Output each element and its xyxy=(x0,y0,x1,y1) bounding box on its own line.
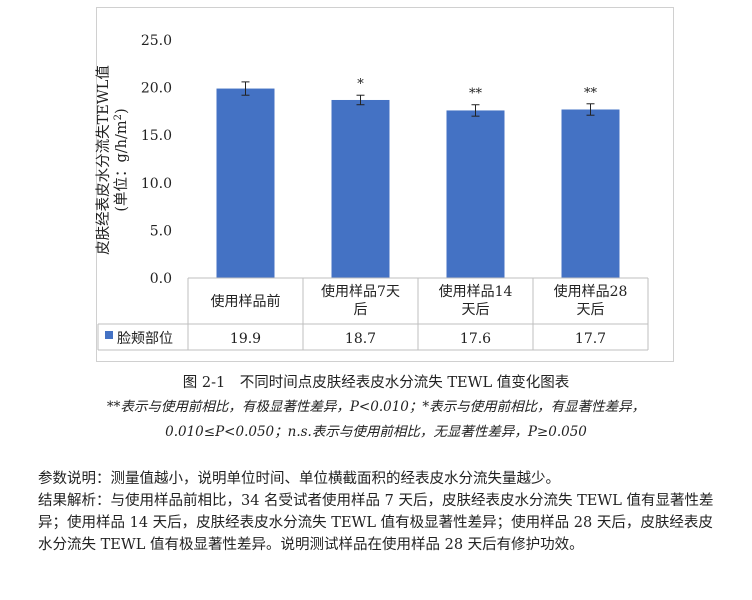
chart-frame xyxy=(96,7,674,362)
y-tick-label: 20.0 xyxy=(141,81,172,97)
figure-note-line-2: 0.010≤P<0.050；n.s.表示与使用前相比，无显著性差异，P≥0.05… xyxy=(165,424,587,440)
figure-note-line-1: **表示与使用前相比，有极显著性差异，P<0.010；*表示与使用前相比，有显著… xyxy=(106,399,646,415)
legend-label: 脸颊部位 xyxy=(117,331,173,347)
bar xyxy=(216,88,275,278)
y-tick-label: 5.0 xyxy=(150,223,172,239)
x-tick-label: 天后 xyxy=(577,302,605,318)
significance-mark: ** xyxy=(469,87,483,102)
x-tick-label: 天后 xyxy=(462,302,490,318)
data-table-value: 17.6 xyxy=(460,331,491,347)
significance-mark: * xyxy=(357,77,364,92)
x-tick-label: 使用样品7天 xyxy=(321,283,400,300)
data-table-value: 19.9 xyxy=(230,331,261,347)
x-tick-label: 使用样品28 xyxy=(554,283,628,300)
result-analysis: 结果解析：与使用样品前相比，34 名受试者使用样品 7 天后，皮肤经表皮水分流失… xyxy=(38,493,714,553)
bar xyxy=(561,109,620,278)
y-tick-label: 10.0 xyxy=(141,176,172,192)
data-table-value: 17.7 xyxy=(575,331,606,347)
significance-mark: ** xyxy=(584,86,598,101)
y-tick-label: 0.0 xyxy=(150,271,172,287)
data-table-value: 18.7 xyxy=(345,331,376,347)
figure-title: 图 2-1 不同时间点皮肤经表皮水分流失 TEWL 值变化图表 xyxy=(182,375,570,391)
tewl-bar-chart: 0.05.010.015.020.025.0*** **使用样品前使用样品7天后使… xyxy=(95,33,649,351)
y-tick-label: 25.0 xyxy=(141,33,172,49)
y-axis-unit: (单位：g/h/m2) xyxy=(113,108,130,211)
parameter-description: 参数说明：测量值越小，说明单位时间、单位横截面积的经表皮水分流失量越少。 xyxy=(38,471,560,487)
y-tick-label: 15.0 xyxy=(141,128,172,144)
x-tick-label: 使用样品前 xyxy=(211,293,281,310)
bar xyxy=(331,99,390,278)
legend-swatch xyxy=(105,331,113,339)
bar xyxy=(446,110,505,278)
y-axis-title: 皮肤经表皮水分流失TEWL值 xyxy=(95,65,112,255)
x-tick-label: 使用样品14 xyxy=(439,283,513,300)
x-tick-label: 后 xyxy=(354,302,368,318)
